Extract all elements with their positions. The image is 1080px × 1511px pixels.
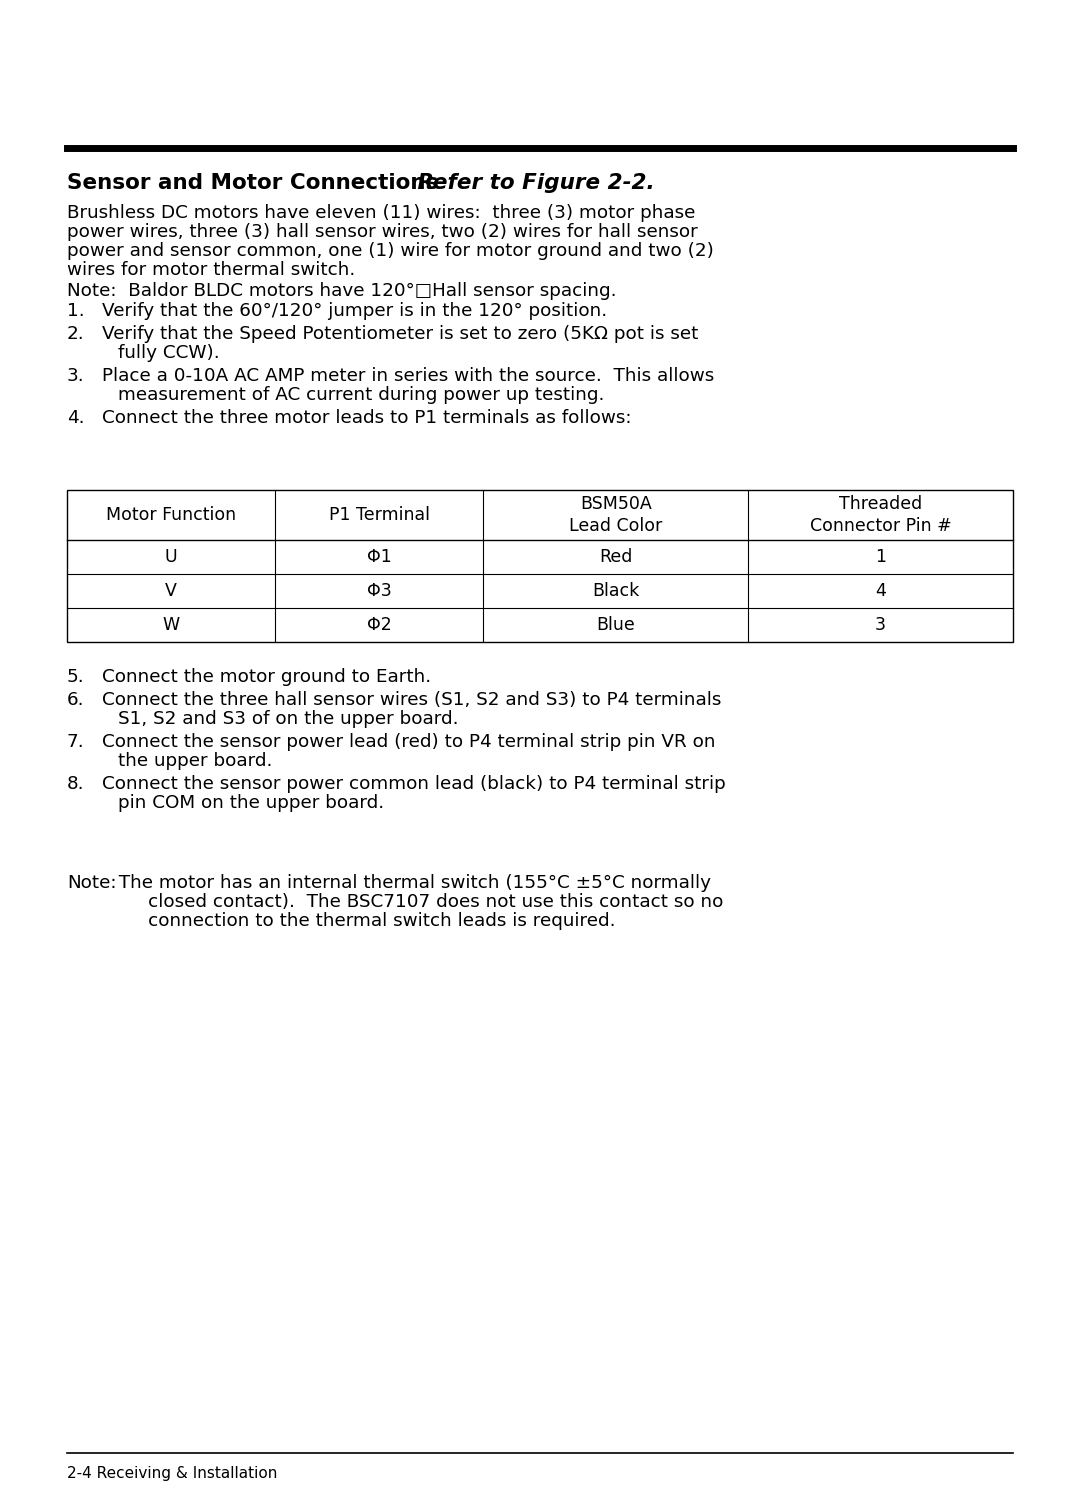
Text: W: W [162, 616, 179, 635]
Text: 6.: 6. [67, 691, 84, 709]
Text: 4: 4 [875, 582, 886, 600]
Text: pin COM on the upper board.: pin COM on the upper board. [118, 793, 384, 811]
Text: 8.: 8. [67, 775, 84, 793]
Text: power and sensor common, one (1) wire for motor ground and two (2): power and sensor common, one (1) wire fo… [67, 242, 714, 260]
Text: Brushless DC motors have eleven (11) wires:  three (3) motor phase: Brushless DC motors have eleven (11) wir… [67, 204, 696, 222]
Text: connection to the thermal switch leads is required.: connection to the thermal switch leads i… [107, 913, 616, 929]
Text: The motor has an internal thermal switch (155°C ±5°C normally: The motor has an internal thermal switch… [107, 873, 711, 891]
Text: BSM50A
Lead Color: BSM50A Lead Color [569, 496, 662, 535]
Text: closed contact).  The BSC7107 does not use this contact so no: closed contact). The BSC7107 does not us… [107, 893, 724, 911]
Text: measurement of AC current during power up testing.: measurement of AC current during power u… [118, 385, 605, 403]
Text: 2.: 2. [67, 325, 84, 343]
Text: Place a 0-10A AC AMP meter in series with the source.  This allows: Place a 0-10A AC AMP meter in series wit… [102, 367, 714, 385]
Text: Blue: Blue [596, 616, 635, 635]
Text: Note:: Note: [67, 873, 117, 891]
Text: 1: 1 [875, 548, 886, 567]
Text: P1 Terminal: P1 Terminal [328, 506, 430, 524]
Text: Connect the three motor leads to P1 terminals as follows:: Connect the three motor leads to P1 term… [102, 409, 632, 428]
Text: V: V [165, 582, 177, 600]
Text: Threaded
Connector Pin #: Threaded Connector Pin # [810, 496, 951, 535]
Text: Motor Function: Motor Function [106, 506, 237, 524]
Text: Φ2: Φ2 [367, 616, 392, 635]
Text: 3: 3 [875, 616, 886, 635]
Text: Verify that the Speed Potentiometer is set to zero (5KΩ pot is set: Verify that the Speed Potentiometer is s… [102, 325, 699, 343]
Text: 5.: 5. [67, 668, 84, 686]
Text: 1.: 1. [67, 302, 84, 320]
Text: Φ3: Φ3 [367, 582, 392, 600]
Text: Connect the sensor power lead (red) to P4 terminal strip pin VR on: Connect the sensor power lead (red) to P… [102, 733, 715, 751]
Text: the upper board.: the upper board. [118, 752, 272, 771]
Text: Red: Red [599, 548, 633, 567]
Text: Refer to Figure 2-2.: Refer to Figure 2-2. [395, 172, 654, 193]
Text: S1, S2 and S3 of on the upper board.: S1, S2 and S3 of on the upper board. [118, 710, 459, 728]
Text: Sensor and Motor Connections: Sensor and Motor Connections [67, 172, 438, 193]
Text: 4.: 4. [67, 409, 84, 428]
Text: 2-4 Receiving & Installation: 2-4 Receiving & Installation [67, 1466, 278, 1481]
Text: power wires, three (3) hall sensor wires, two (2) wires for hall sensor: power wires, three (3) hall sensor wires… [67, 224, 698, 240]
Text: Connect the sensor power common lead (black) to P4 terminal strip: Connect the sensor power common lead (bl… [102, 775, 726, 793]
Text: wires for motor thermal switch.: wires for motor thermal switch. [67, 261, 355, 280]
Text: Connect the motor ground to Earth.: Connect the motor ground to Earth. [102, 668, 431, 686]
Text: Black: Black [592, 582, 639, 600]
Text: Connect the three hall sensor wires (S1, S2 and S3) to P4 terminals: Connect the three hall sensor wires (S1,… [102, 691, 721, 709]
Text: 3.: 3. [67, 367, 84, 385]
Text: U: U [165, 548, 177, 567]
Text: Φ1: Φ1 [367, 548, 392, 567]
Text: Note:  Baldor BLDC motors have 120°□Hall sensor spacing.: Note: Baldor BLDC motors have 120°□Hall … [67, 283, 617, 301]
Bar [67, 490, 1013, 642]
Text: 7.: 7. [67, 733, 84, 751]
Text: fully CCW).: fully CCW). [118, 345, 219, 363]
Text: Verify that the 60°/120° jumper is in the 120° position.: Verify that the 60°/120° jumper is in th… [102, 302, 607, 320]
